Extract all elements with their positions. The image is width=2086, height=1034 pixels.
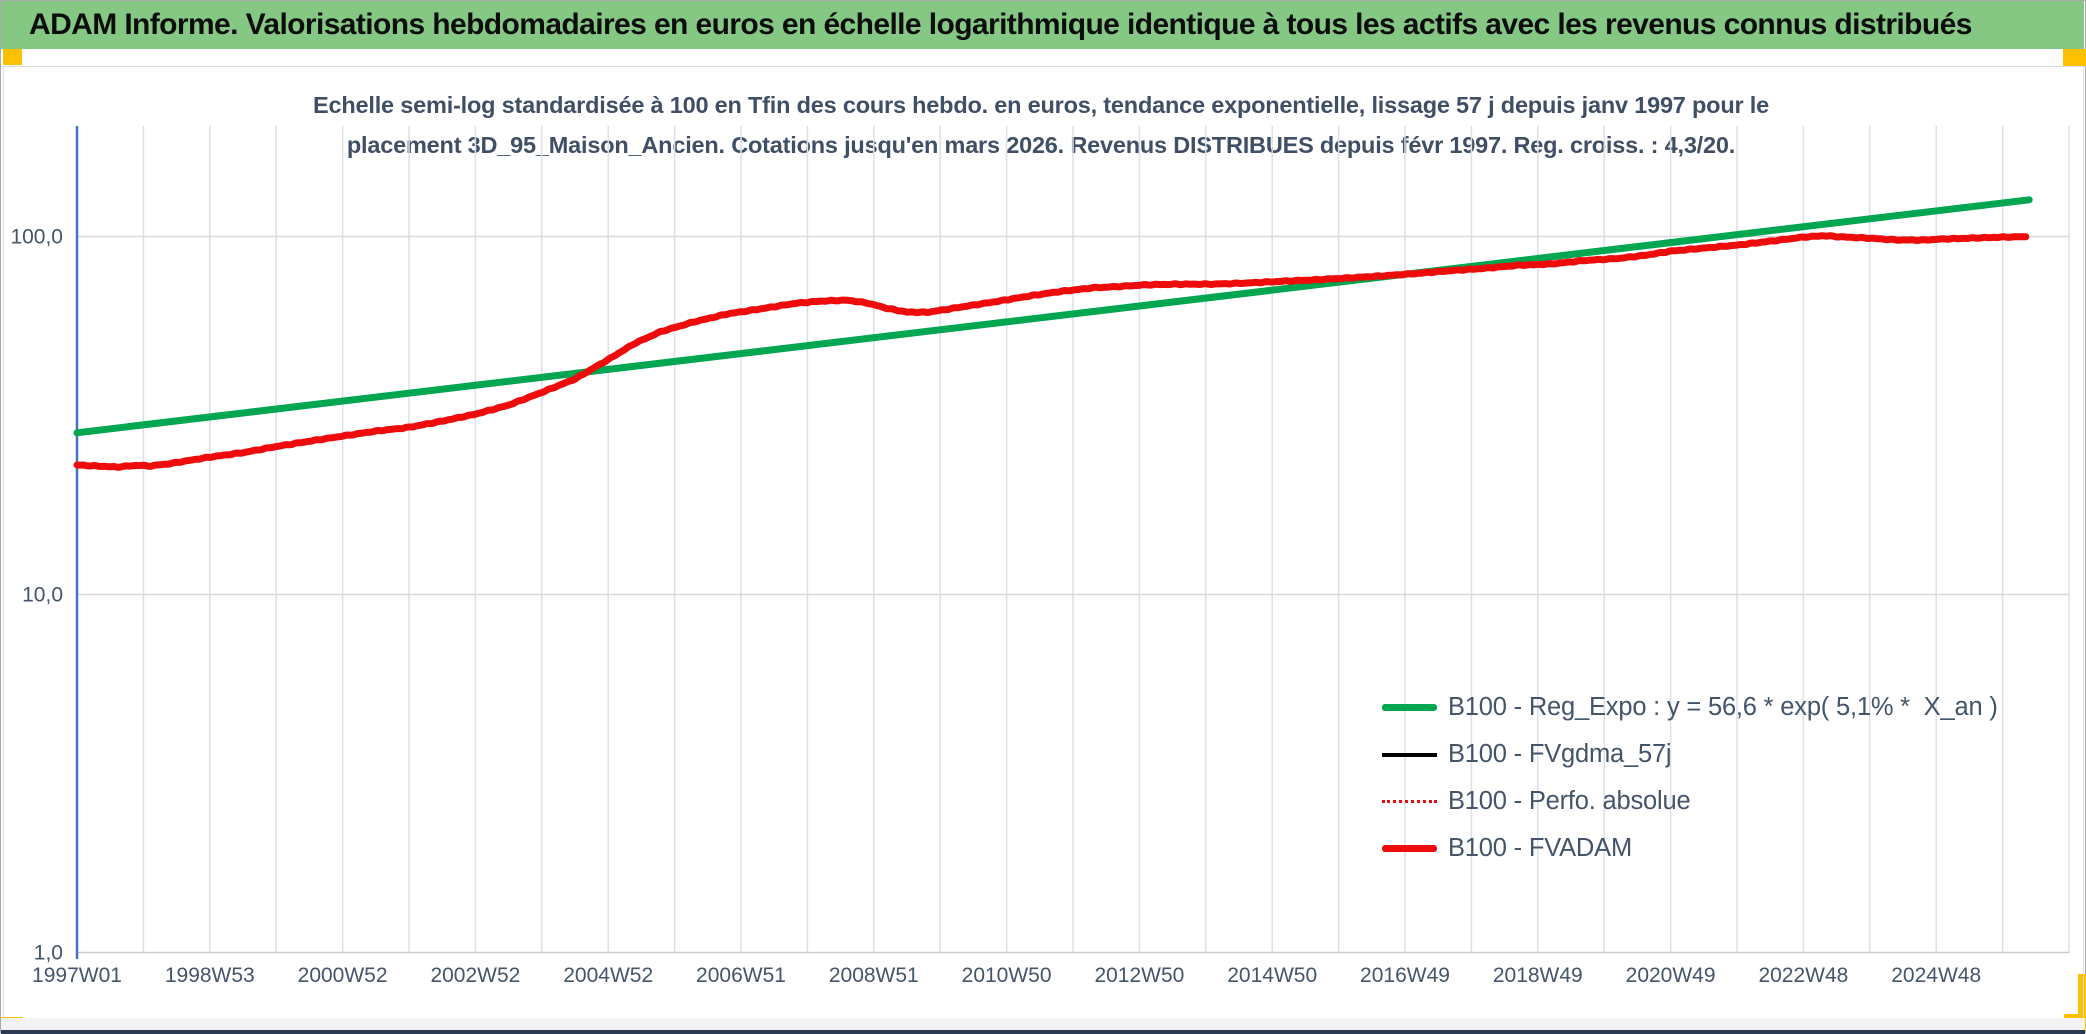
chart-title-line1: Echelle semi-log standardisée à 100 en T… — [313, 92, 1769, 118]
legend-label: B100 - FVADAM — [1448, 834, 1632, 862]
x-tick-label: 2022W48 — [1758, 964, 1848, 987]
legend-label: B100 - FVgdma_57j — [1448, 740, 1672, 768]
x-tick-label: 2016W49 — [1360, 964, 1450, 987]
legend-line-swatch — [1382, 845, 1437, 852]
corner-marker-right-strip — [2078, 974, 2086, 1018]
corner-marker-top-left — [3, 49, 22, 65]
legend-item: B100 - FVADAM — [1382, 825, 2002, 872]
x-tick-label: 1997W01 — [32, 964, 122, 987]
x-tick-label: 2000W52 — [298, 964, 388, 987]
x-tick-label: 2008W51 — [829, 964, 919, 987]
page-title: ADAM Informe. Valorisations hebdomadaire… — [29, 8, 1972, 41]
legend-line-swatch — [1382, 752, 1437, 757]
bottom-bar — [1, 1030, 2085, 1034]
legend-line-swatch — [1382, 800, 1437, 803]
legend-label: B100 - Perfo. absolue — [1448, 787, 1691, 815]
x-tick-label: 2010W50 — [962, 964, 1052, 987]
x-tick-label: 2020W49 — [1626, 964, 1716, 987]
y-tick-labels-group: 100,0 10,0 1,0 — [10, 226, 63, 965]
vertical-gridlines-group — [142, 126, 2070, 953]
panel-border-left — [3, 67, 4, 1017]
x-tick-label: 2018W49 — [1493, 964, 1583, 987]
panel-border-right — [2083, 67, 2084, 1017]
legend-line-swatch — [1382, 704, 1437, 711]
y-tick-label: 1,0 — [34, 942, 63, 965]
x-tick-label: 1998W53 — [165, 964, 255, 987]
corner-marker-top-right — [2063, 49, 2086, 66]
chart-legend: B100 - Reg_Expo : y = 56,6 * exp( 5,1% *… — [1382, 684, 2002, 872]
series-line-b100-reg-expo — [73, 196, 2033, 437]
header-bar: ADAM Informe. Valorisations hebdomadaire… — [1, 1, 2084, 49]
legend-item: B100 - Perfo. absolue — [1382, 778, 2002, 825]
x-tick-label: 2024W48 — [1891, 964, 1981, 987]
bottom-strip — [1, 1018, 2085, 1030]
y-tick-label: 100,0 — [10, 226, 63, 249]
x-tick-label: 2012W50 — [1094, 964, 1184, 987]
x-tick-label: 2004W52 — [563, 964, 653, 987]
legend-item: B100 - FVgdma_57j — [1382, 731, 2002, 778]
chart-title-line2: placement 3D_95_Maison_Ancien. Cotations… — [346, 132, 1736, 158]
x-tick-labels-group: 1997W01 1998W53 2000W52 2002W52 2004W52 2006W… — [32, 964, 1981, 987]
x-tick-label: 2006W51 — [696, 964, 786, 987]
header-divider — [1, 66, 2085, 67]
legend-label: B100 - Reg_Expo : y = 56,6 * exp( 5,1% *… — [1448, 693, 1998, 721]
legend-item: B100 - Reg_Expo : y = 56,6 * exp( 5,1% *… — [1382, 684, 2002, 731]
x-tick-label: 2014W50 — [1227, 964, 1317, 987]
series-line-b100-fvadam — [73, 232, 2030, 471]
chart-title: Echelle semi-log standardisée à 100 en T… — [151, 85, 1931, 165]
x-tick-label: 2002W52 — [430, 964, 520, 987]
y-tick-label: 10,0 — [22, 584, 63, 607]
